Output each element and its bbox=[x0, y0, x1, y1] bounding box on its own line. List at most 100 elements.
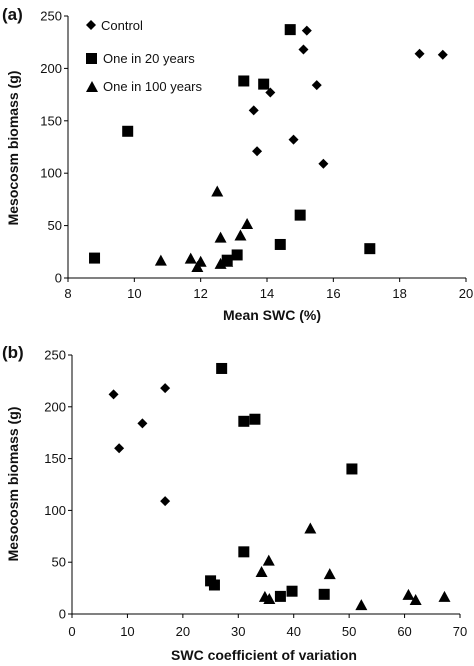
panel-label-a: (a) bbox=[2, 5, 23, 24]
legend-item-one-in-100-years: One in 100 years bbox=[86, 79, 203, 94]
data-point-triangle bbox=[262, 554, 275, 566]
data-point-square bbox=[238, 415, 250, 427]
y-tick-label: 200 bbox=[44, 399, 66, 414]
x-tick-label: 70 bbox=[453, 624, 467, 639]
data-point-triangle bbox=[263, 592, 276, 604]
x-tick-label: 40 bbox=[286, 624, 300, 639]
data-point-diamond bbox=[252, 146, 263, 157]
data-point-square bbox=[238, 546, 250, 558]
marks-b bbox=[108, 362, 451, 611]
x-tick-label: 10 bbox=[120, 624, 134, 639]
data-point-square bbox=[208, 579, 220, 591]
data-point-diamond bbox=[114, 443, 125, 454]
data-point-triangle bbox=[323, 568, 336, 580]
panel-label-b: (b) bbox=[2, 343, 24, 362]
data-point-diamond bbox=[265, 87, 276, 98]
marks-a bbox=[89, 24, 448, 272]
data-point-diamond bbox=[298, 44, 309, 55]
x-tick-label: 18 bbox=[392, 286, 406, 301]
x-tick-label: 8 bbox=[64, 286, 71, 301]
data-point-square bbox=[318, 588, 330, 600]
data-point-square bbox=[274, 590, 286, 602]
panel-b: (b) Mesocosm biomass (g) SWC coefficient… bbox=[2, 343, 467, 663]
x-tick-label: 14 bbox=[260, 286, 274, 301]
data-point-square bbox=[286, 585, 298, 597]
data-point-square bbox=[364, 243, 376, 255]
data-point-triangle bbox=[255, 566, 268, 578]
data-point-triangle bbox=[184, 252, 197, 264]
data-point-triangle bbox=[214, 231, 227, 243]
legend-marker-square bbox=[86, 53, 97, 64]
data-point-diamond bbox=[318, 158, 329, 169]
x-tick-label: 30 bbox=[231, 624, 245, 639]
x-tick-label: 12 bbox=[193, 286, 207, 301]
data-point-diamond bbox=[414, 48, 425, 59]
y-tick-label: 150 bbox=[40, 113, 62, 128]
data-point-triangle bbox=[409, 593, 422, 605]
x-tick-label: 10 bbox=[127, 286, 141, 301]
data-point-square bbox=[274, 238, 286, 250]
x-tick-label: 20 bbox=[459, 286, 473, 301]
x-tick-label: 60 bbox=[397, 624, 411, 639]
data-point-triangle bbox=[304, 522, 317, 534]
data-point-triangle bbox=[438, 590, 451, 602]
legend-item-one-in-20-years: One in 20 years bbox=[86, 51, 195, 66]
legend-item-control: Control bbox=[86, 18, 143, 33]
ticks-a: 0 50 100 150 200 250 8 10 12 14 16 18 20 bbox=[40, 9, 473, 302]
legend-label-one-in-100-years: One in 100 years bbox=[103, 79, 203, 94]
x-tick-label: 0 bbox=[68, 624, 75, 639]
legend-label-one-in-20-years: One in 20 years bbox=[103, 51, 195, 66]
legend-label-control: Control bbox=[101, 18, 143, 33]
y-tick-label: 250 bbox=[44, 348, 66, 363]
panel-a: (a) Mesocosm biomass (g) Mean SWC (%) 0 5… bbox=[2, 5, 473, 323]
data-point-diamond bbox=[160, 496, 171, 507]
y-axis-title-a: Mesocosm biomass (g) bbox=[5, 71, 21, 226]
data-point-diamond bbox=[108, 389, 119, 400]
data-point-triangle bbox=[154, 254, 167, 266]
data-point-diamond bbox=[437, 49, 448, 60]
x-axis-title-b: SWC coefficient of variation bbox=[171, 647, 357, 663]
y-axis-title-b: Mesocosm biomass (g) bbox=[5, 407, 21, 562]
data-point-triangle bbox=[191, 260, 204, 272]
ticks-b: 0 50 100 150 200 250 0 10 20 30 40 50 60 70 bbox=[44, 348, 467, 640]
data-point-triangle bbox=[402, 588, 415, 600]
y-tick-label: 50 bbox=[52, 555, 66, 570]
data-point-diamond bbox=[301, 25, 312, 36]
y-tick-label: 100 bbox=[44, 503, 66, 518]
y-tick-label: 150 bbox=[44, 451, 66, 466]
y-tick-label: 200 bbox=[40, 61, 62, 76]
x-axis-title-a: Mean SWC (%) bbox=[223, 307, 321, 323]
data-point-diamond bbox=[137, 418, 148, 429]
data-point-square bbox=[284, 24, 296, 36]
axes-b bbox=[71, 355, 460, 615]
data-point-triangle bbox=[234, 229, 247, 241]
data-point-square bbox=[122, 125, 134, 137]
y-tick-label: 50 bbox=[48, 218, 62, 233]
data-point-square bbox=[249, 413, 261, 425]
data-point-square bbox=[231, 249, 243, 261]
x-tick-label: 50 bbox=[342, 624, 356, 639]
data-point-square bbox=[89, 252, 101, 264]
data-point-square bbox=[238, 75, 250, 87]
data-point-triangle bbox=[221, 255, 234, 267]
data-point-square bbox=[216, 362, 228, 374]
data-point-diamond bbox=[288, 134, 299, 145]
data-point-diamond bbox=[248, 105, 259, 116]
data-point-triangle bbox=[355, 599, 368, 611]
legend-marker-diamond bbox=[86, 20, 96, 30]
data-point-triangle bbox=[241, 218, 254, 230]
data-point-diamond bbox=[311, 80, 322, 91]
y-tick-label: 250 bbox=[40, 9, 62, 24]
data-point-square bbox=[258, 78, 270, 90]
y-tick-label: 0 bbox=[55, 271, 62, 286]
data-point-triangle bbox=[211, 185, 224, 197]
legend-marker-triangle bbox=[86, 81, 98, 92]
x-tick-label: 20 bbox=[176, 624, 190, 639]
data-point-square bbox=[346, 463, 358, 475]
data-point-diamond bbox=[160, 383, 171, 394]
y-tick-label: 100 bbox=[40, 166, 62, 181]
x-tick-label: 16 bbox=[326, 286, 340, 301]
y-tick-label: 0 bbox=[59, 607, 66, 622]
legend: Control One in 20 years One in 100 years bbox=[86, 18, 203, 94]
